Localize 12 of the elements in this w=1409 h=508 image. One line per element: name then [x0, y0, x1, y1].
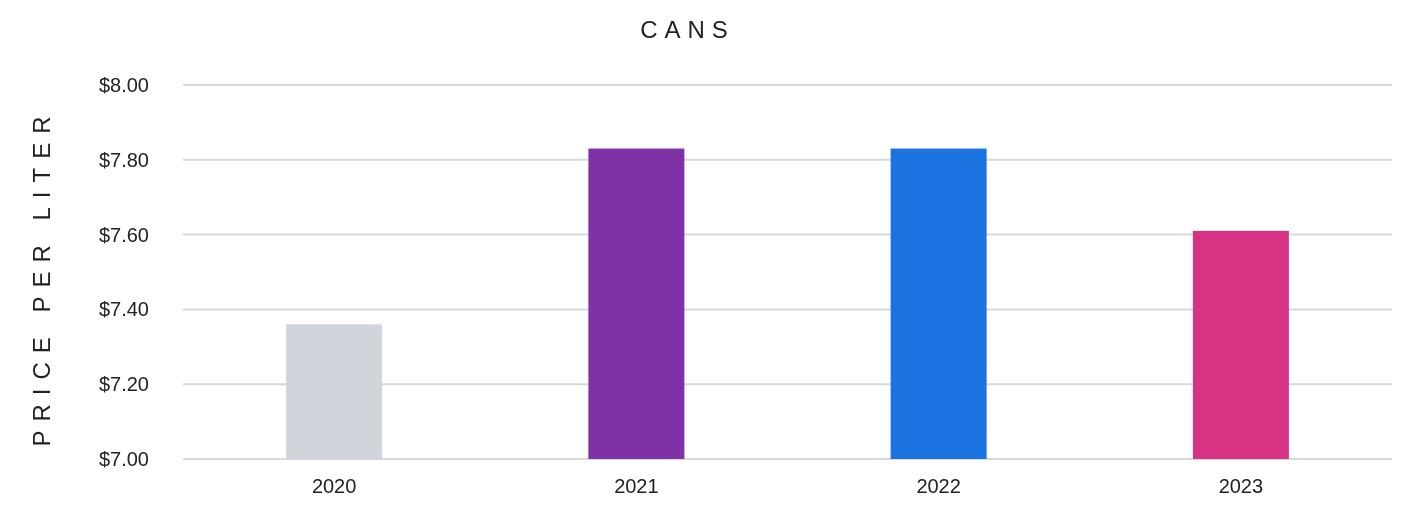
- y-tick-label: $7.80: [98, 148, 149, 171]
- y-tick-label: $7.40: [98, 298, 149, 321]
- x-tick-label: 2022: [916, 475, 961, 497]
- x-tick-label: 2023: [1218, 475, 1264, 497]
- x-tick-label: 2021: [614, 475, 659, 497]
- chart-title: CANS: [640, 16, 735, 43]
- y-tick-label: $7.00: [98, 448, 149, 470]
- y-tick-label: $8.00: [98, 74, 149, 96]
- x-tick-label: 2020: [311, 475, 357, 497]
- y-tick-label: $7.60: [98, 223, 149, 246]
- y-tick-label: $7.20: [98, 373, 149, 396]
- y-axis-title: PRICE PER LITER: [28, 107, 55, 447]
